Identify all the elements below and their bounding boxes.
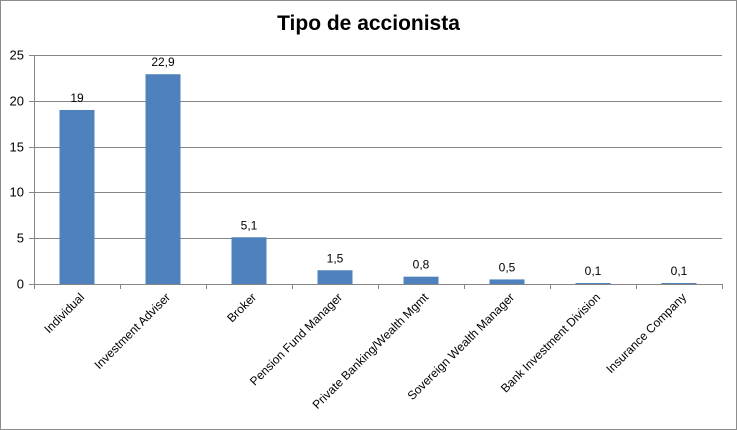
data-label: 0,1 xyxy=(671,264,688,278)
y-tick-label: 25 xyxy=(10,48,24,63)
y-tick-label: 15 xyxy=(10,140,24,155)
bar xyxy=(489,279,525,284)
data-label: 0,1 xyxy=(585,264,602,278)
data-label: 19 xyxy=(70,91,84,105)
bar xyxy=(403,276,439,284)
y-tick-label: 5 xyxy=(17,231,24,246)
data-label: 0,8 xyxy=(413,258,430,272)
x-tick-label: Bank Investment Division xyxy=(498,290,603,395)
y-tick-label: 0 xyxy=(17,277,24,292)
data-label: 1,5 xyxy=(327,251,344,265)
data-label: 22,9 xyxy=(151,55,175,69)
bar xyxy=(317,270,353,284)
data-label: 5,1 xyxy=(241,218,258,232)
bar xyxy=(145,74,181,285)
x-tick-label: Insurance Company xyxy=(603,290,689,376)
bar xyxy=(59,109,95,285)
x-tick-label: Individual xyxy=(41,290,87,336)
x-tick-label: Investment Adviser xyxy=(92,290,174,372)
bar xyxy=(231,237,267,284)
x-tick-label: Broker xyxy=(224,290,259,325)
chart-title: Tipo de accionista xyxy=(277,12,460,35)
data-label: 0,5 xyxy=(499,260,516,274)
y-tick-label: 20 xyxy=(10,94,24,109)
x-tick-label: Pension Fund Manager xyxy=(247,290,345,388)
y-tick-label: 10 xyxy=(10,185,24,200)
bar xyxy=(575,283,611,284)
bar xyxy=(661,283,697,284)
